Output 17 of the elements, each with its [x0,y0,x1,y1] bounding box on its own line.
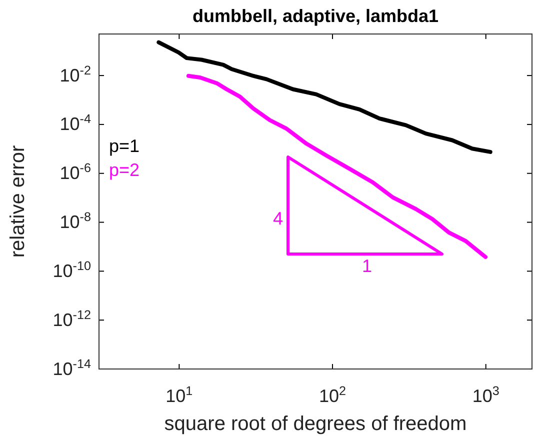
x-tick-label: 10$^{3}$ [472,384,500,406]
annotation: 4 [272,208,284,228]
x-tick-label: 10$^{2}$ [318,384,346,406]
x-tick-label: 10$^{1}$ [166,384,193,406]
chart-title: dumbbell, adaptive, lambda1 [192,6,439,26]
y-tick-label: 10$^{-14}$ [52,356,91,379]
y-axis-title: relative error [7,145,29,258]
y-tick-label: 10$^{-4}$ [60,112,91,134]
y-tick-label: 10$^{-6}$ [60,161,91,184]
text: p=1 [109,136,140,156]
x-axis-title: square root of degrees of freedom [164,413,467,435]
text: p=2 [109,160,140,180]
annotation: 1 [362,256,372,276]
y-tick-label: 10$^{-12}$ [52,308,91,330]
y-tick-label: 10$^{-8}$ [60,210,91,232]
y-tick-label: 10$^{-2}$ [60,63,91,86]
y-tick-label: 10$^{-10}$ [52,258,91,281]
